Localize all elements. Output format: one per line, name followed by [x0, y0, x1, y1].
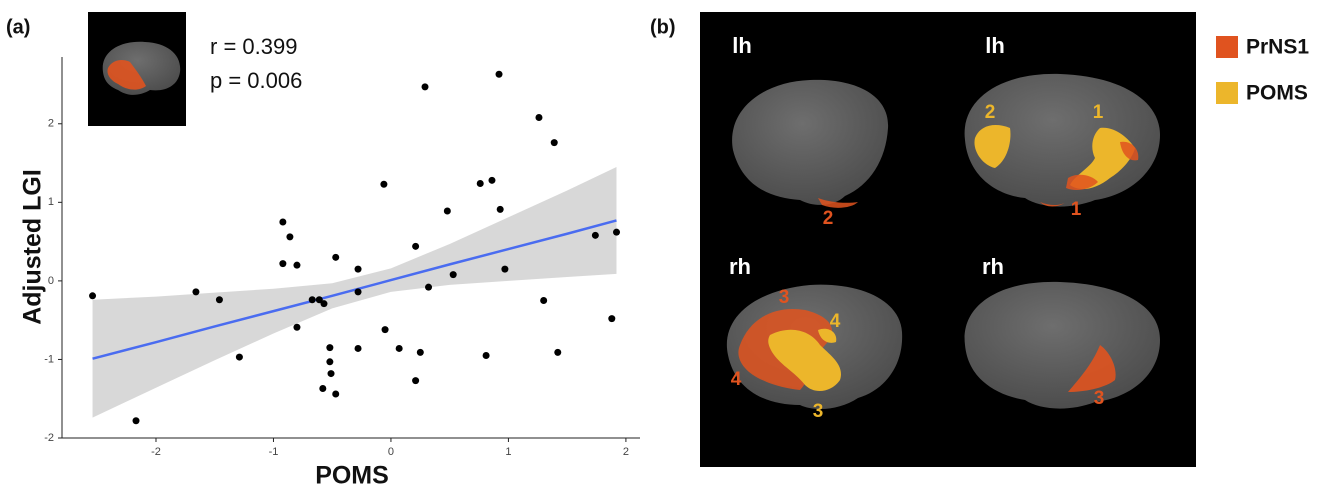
figure: (a) (b) r = 0.399 p = 0.006 -2 -1 0 1 2 -2 -1 0…	[0, 0, 1341, 493]
inset-brain	[88, 12, 186, 126]
data-point	[592, 232, 599, 239]
region-number: 1	[1093, 102, 1104, 123]
y-tick-label: 2	[48, 118, 54, 130]
data-point	[540, 297, 547, 304]
region-number: 2	[823, 208, 834, 229]
data-point	[326, 344, 333, 351]
x-tick-label: 2	[623, 446, 629, 458]
y-tick-label: 1	[48, 196, 54, 208]
legend-swatch	[1216, 36, 1238, 58]
data-point	[293, 262, 300, 269]
legend-label: PrNS1	[1246, 36, 1309, 59]
regression-line	[93, 220, 617, 358]
hemisphere-label: rh	[982, 254, 1004, 279]
data-point	[286, 233, 293, 240]
data-point	[216, 296, 223, 303]
confidence-band	[93, 167, 617, 418]
data-point	[396, 345, 403, 352]
data-point	[293, 324, 300, 331]
panel-label: (a)	[6, 16, 30, 38]
data-point	[551, 139, 558, 146]
data-point	[319, 385, 326, 392]
y-axis-title: Adjusted LGI	[19, 169, 47, 325]
data-point	[192, 288, 199, 295]
region-number: 3	[779, 287, 790, 308]
data-point	[613, 229, 620, 236]
data-point	[422, 83, 429, 90]
data-point	[382, 326, 389, 333]
region-number: 3	[1094, 388, 1105, 409]
region-number: 3	[813, 401, 824, 422]
data-point	[425, 284, 432, 291]
region-number: 2	[985, 102, 996, 123]
data-point	[279, 218, 286, 225]
x-tick-label: -1	[269, 446, 279, 458]
hemisphere-label: lh	[732, 33, 752, 58]
data-point	[332, 254, 339, 261]
legend: PrNS1 POMS	[1216, 36, 1309, 105]
x-axis-title: POMS	[315, 462, 389, 490]
data-point	[483, 352, 490, 359]
data-point	[89, 292, 96, 299]
y-tick-label: -1	[44, 353, 54, 365]
data-point	[496, 71, 503, 78]
data-point	[326, 358, 333, 365]
data-point	[554, 349, 561, 356]
data-point	[332, 391, 339, 398]
data-point	[355, 288, 362, 295]
region-number: 4	[731, 369, 742, 390]
data-point	[450, 271, 457, 278]
data-point	[279, 260, 286, 267]
data-point	[412, 243, 419, 250]
data-point	[355, 266, 362, 273]
hemisphere-label: rh	[729, 254, 751, 279]
region-number: 1	[1071, 199, 1082, 220]
scatter-plot: -2 -1 0 1 2 -2 -1 0 1 2	[44, 71, 629, 458]
data-point	[133, 417, 140, 424]
legend-swatch	[1216, 82, 1238, 104]
data-point	[412, 377, 419, 384]
data-point	[501, 266, 508, 273]
hemisphere-label: lh	[985, 33, 1005, 58]
panel-label: (b)	[650, 16, 676, 38]
data-point	[444, 207, 451, 214]
data-point	[309, 296, 316, 303]
annotation: r = 0.399	[210, 34, 297, 59]
data-point	[608, 315, 615, 322]
data-point	[497, 206, 504, 213]
data-point	[477, 180, 484, 187]
legend-label: POMS	[1246, 82, 1308, 105]
data-point	[328, 370, 335, 377]
x-tick-label: 1	[505, 446, 511, 458]
data-point	[488, 177, 495, 184]
data-point	[417, 349, 424, 356]
x-tick-label: -2	[151, 446, 161, 458]
y-tick-label: 0	[48, 275, 54, 287]
data-point	[320, 300, 327, 307]
annotation: p = 0.006	[210, 68, 302, 93]
data-point	[380, 181, 387, 188]
data-point	[535, 114, 542, 121]
region-number: 4	[830, 311, 841, 332]
y-tick-label: -2	[44, 432, 54, 444]
data-point	[236, 354, 243, 361]
x-tick-label: 0	[388, 446, 394, 458]
data-point	[355, 345, 362, 352]
